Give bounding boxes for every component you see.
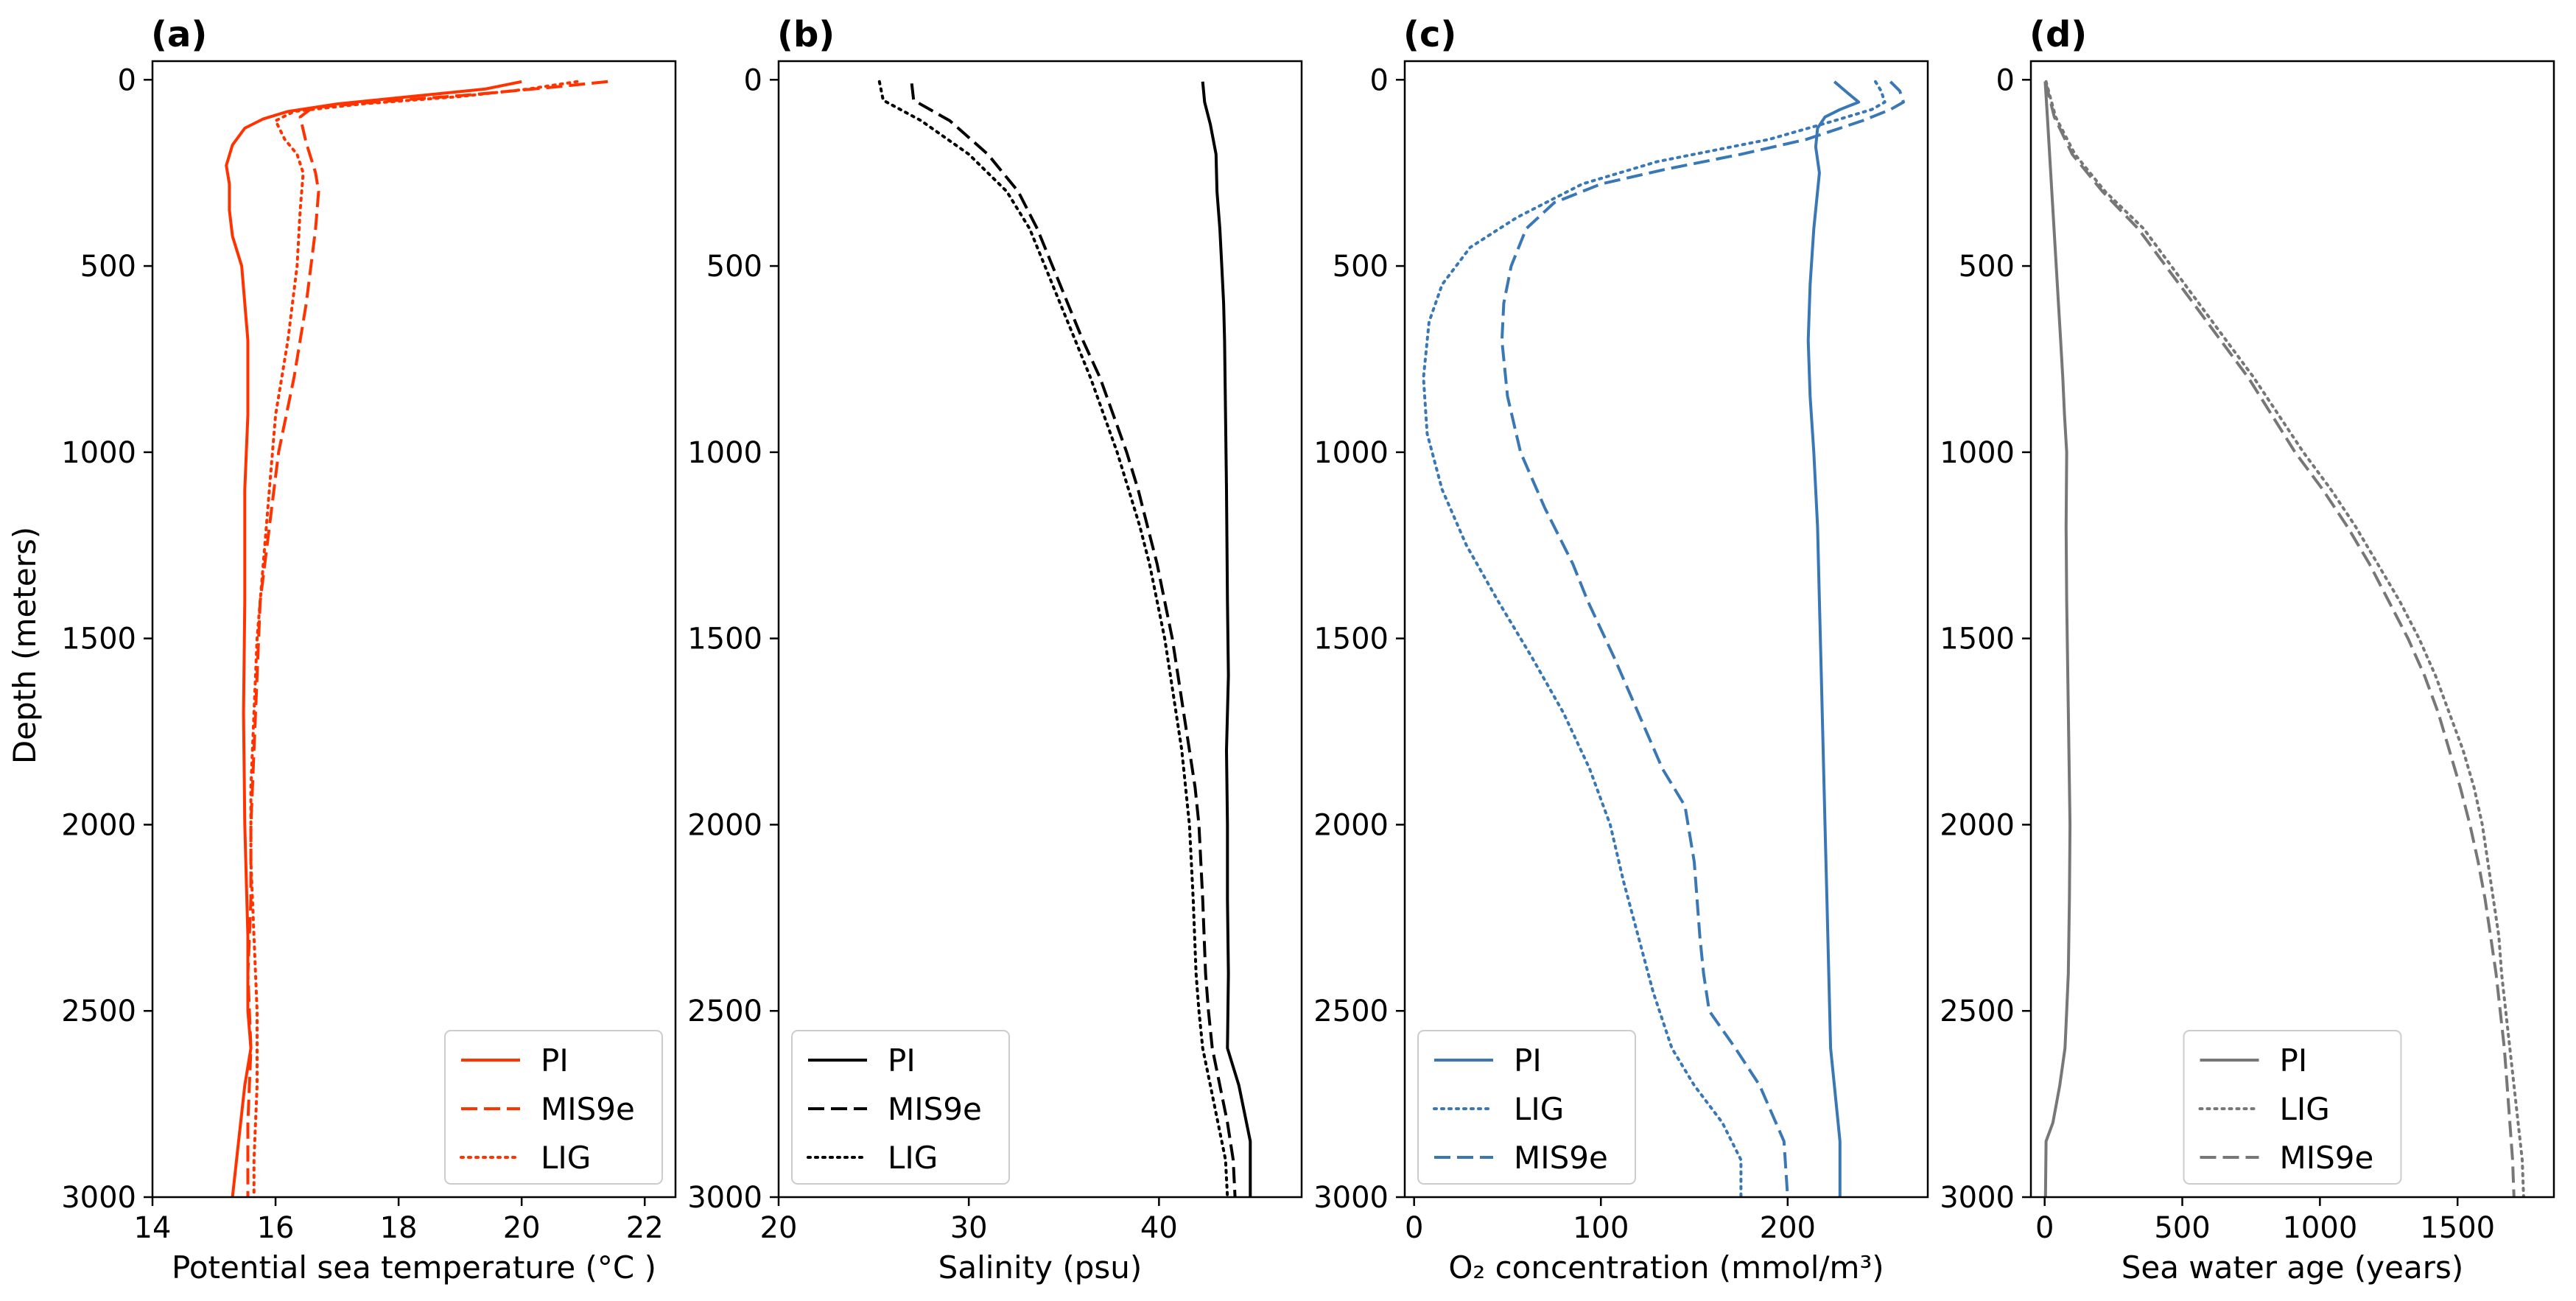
x-axis-label: O₂ concentration (mmol/m³) — [1448, 1249, 1884, 1286]
legend-label-lig: LIG — [888, 1140, 938, 1176]
y-tick-label: 1000 — [1940, 436, 2015, 470]
y-tick-label: 500 — [1959, 250, 2015, 284]
y-tick-label: 3000 — [61, 1181, 136, 1215]
panel-label: (d) — [2029, 14, 2087, 55]
series-line-pi — [1201, 81, 1252, 1197]
series-line-mis9e — [1500, 80, 1905, 1197]
y-tick-label: 2500 — [1313, 995, 1389, 1028]
legend-box — [444, 1030, 663, 1185]
x-tick-label: 22 — [626, 1211, 664, 1245]
legend-label-mis9e: MIS9e — [541, 1091, 635, 1127]
y-tick-label: 1500 — [1313, 623, 1389, 656]
y-tick-label: 2500 — [687, 995, 762, 1028]
y-axis-label: Depth (meters) — [7, 527, 43, 764]
y-tick-label: 2000 — [687, 808, 762, 842]
y-tick-label: 0 — [1996, 63, 2015, 97]
axes-frame — [151, 60, 677, 1199]
x-tick-label: 14 — [134, 1211, 172, 1245]
legend-label-mis9e: MIS9e — [888, 1091, 982, 1127]
y-tick-label: 0 — [744, 63, 762, 97]
legend: PI LIG MIS9e — [1417, 1030, 1636, 1185]
panel-label: (b) — [777, 14, 835, 55]
y-tick-label: 1000 — [1313, 436, 1389, 470]
series-line-pi — [2043, 81, 2072, 1197]
axes-frame — [2029, 60, 2555, 1199]
y-tick-label: 500 — [80, 250, 136, 284]
x-tick-label: 500 — [2154, 1211, 2210, 1245]
legend-label-mis9e: MIS9e — [1514, 1140, 1608, 1176]
legend-label-lig: LIG — [1514, 1091, 1564, 1127]
y-tick-label: 2500 — [1940, 995, 2015, 1028]
legend-label-lig: LIG — [541, 1140, 591, 1176]
y-tick-label: 2000 — [61, 808, 136, 842]
y-tick-label: 500 — [1333, 250, 1389, 284]
legend: PI LIG MIS9e — [2183, 1030, 2402, 1185]
y-tick-label: 0 — [118, 63, 136, 97]
x-tick-label: 30 — [950, 1211, 988, 1245]
y-tick-label: 2000 — [1313, 808, 1389, 842]
y-tick-label: 3000 — [687, 1181, 762, 1215]
y-tick-label: 2500 — [61, 995, 136, 1028]
series-line-mis9e — [2043, 81, 2516, 1197]
panel-2: 20 30 40 0 500 1000 1500 2000 2500 3000 Salinity (… — [687, 14, 1303, 1286]
legend-label-pi: PI — [541, 1042, 569, 1079]
y-tick-label: 1000 — [61, 436, 136, 470]
legend-label-pi: PI — [888, 1042, 916, 1079]
panel-1: 14 16 18 20 22 0 500 1000 1500 2000 2500 3000 Potent… — [61, 14, 677, 1286]
legend: PI MIS9e LIG — [444, 1030, 663, 1185]
axes-frame — [777, 60, 1303, 1199]
series-line-lig — [1422, 80, 1887, 1197]
x-tick-label: 16 — [257, 1211, 295, 1245]
x-tick-label: 0 — [2035, 1211, 2054, 1245]
legend-label-mis9e: MIS9e — [2280, 1140, 2374, 1176]
x-axis-label: Potential sea temperature (°C ) — [172, 1249, 656, 1286]
x-tick-label: 0 — [1405, 1211, 1423, 1245]
y-tick-label: 1500 — [61, 623, 136, 656]
x-tick-label: 40 — [1140, 1211, 1178, 1245]
series-line-lig — [877, 80, 1229, 1197]
y-tick-label: 0 — [1370, 63, 1389, 97]
x-tick-label: 20 — [503, 1211, 541, 1245]
legend-label-pi: PI — [2280, 1042, 2308, 1079]
y-tick-label: 500 — [706, 250, 762, 284]
legend-box — [791, 1030, 1010, 1185]
x-axis-label: Sea water age (years) — [2121, 1249, 2464, 1286]
x-tick-label: 20 — [760, 1211, 798, 1245]
x-tick-label: 18 — [380, 1211, 418, 1245]
series-line-pi — [1806, 80, 1861, 1197]
y-tick-label: 1500 — [1940, 623, 2015, 656]
axes-frame — [1403, 60, 1929, 1199]
y-tick-label: 2000 — [1940, 808, 2015, 842]
y-tick-label: 3000 — [1940, 1181, 2015, 1215]
series-line-lig — [249, 80, 579, 1197]
legend-label-pi: PI — [1514, 1042, 1542, 1079]
panel-label: (a) — [151, 14, 207, 55]
x-tick-label: 100 — [1573, 1211, 1629, 1245]
panel-4: 0 500 1000 1500 0 500 1000 1500 2000 2500 3000 Sea … — [1940, 14, 2555, 1286]
legend-box — [1417, 1030, 1636, 1185]
legend-label-lig: LIG — [2280, 1091, 2330, 1127]
y-tick-label: 3000 — [1313, 1181, 1389, 1215]
panel-label: (c) — [1403, 14, 1456, 55]
legend-box — [2183, 1030, 2402, 1185]
x-axis-label: Salinity (psu) — [938, 1249, 1143, 1286]
legend: PI MIS9e LIG — [791, 1030, 1010, 1185]
x-tick-label: 1500 — [2420, 1211, 2495, 1245]
y-tick-label: 1000 — [687, 436, 762, 470]
x-tick-label: 1000 — [2282, 1211, 2357, 1245]
y-tick-label: 1500 — [687, 623, 762, 656]
series-line-mis9e — [910, 83, 1237, 1197]
x-tick-label: 200 — [1760, 1211, 1816, 1245]
